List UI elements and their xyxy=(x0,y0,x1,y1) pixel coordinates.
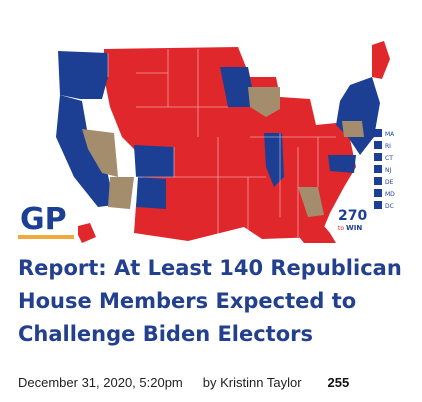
small-state-de: DE xyxy=(385,179,394,186)
map-region-blue xyxy=(220,67,256,107)
article-headline: Report: At Least 140 Republican House Me… xyxy=(18,252,410,351)
badge-suffix: to xyxy=(338,225,344,232)
author-prefix: by xyxy=(202,374,221,390)
article-thumbnail[interactable]: MA RI CT NJ DE MD DC 270 to WIN xyxy=(18,37,402,243)
publish-date: December 31, 2020, 5:20pm xyxy=(18,374,183,390)
map-region-tan xyxy=(248,87,280,117)
map-region-red xyxy=(372,41,390,79)
map-region-blue xyxy=(136,177,166,209)
map-region-red xyxy=(288,219,336,243)
map-region-tan xyxy=(298,187,324,217)
map-region-blue xyxy=(56,95,114,207)
small-state-ct: CT xyxy=(385,155,393,162)
map-region-red xyxy=(104,47,356,241)
map-region-tan xyxy=(342,121,364,137)
badge-word: WIN xyxy=(346,224,362,232)
electoral-map-image: MA RI CT NJ DE MD DC 270 to WIN xyxy=(18,41,395,243)
small-state-nj: NJ xyxy=(385,167,391,174)
state-borders xyxy=(107,49,336,237)
article-meta: December 31, 2020, 5:20pm by Kristinn Ta… xyxy=(18,373,349,391)
map-region-blue xyxy=(264,133,284,187)
map-region-tan xyxy=(108,177,134,209)
logo-text: GP xyxy=(20,202,67,237)
gp-logo: GP xyxy=(18,197,78,243)
map-region-tan xyxy=(82,129,118,177)
map-region-blue xyxy=(328,155,356,173)
270towin-badge: 270 to WIN xyxy=(338,208,367,232)
map-region-blue xyxy=(134,145,174,177)
comment-count[interactable]: 255 xyxy=(327,374,350,390)
small-states-legend: MA RI CT NJ DE MD DC xyxy=(374,129,395,210)
map-region-red xyxy=(74,223,96,243)
headline-link[interactable]: Report: At Least 140 Republican House Me… xyxy=(18,256,402,346)
author-link[interactable]: Kristinn Taylor xyxy=(220,374,302,390)
small-state-ma: MA xyxy=(385,131,395,138)
author-byline: by Kristinn Taylor xyxy=(203,375,302,390)
map-region-blue xyxy=(58,51,108,99)
small-state-md: MD xyxy=(385,191,395,198)
small-state-dc: DC xyxy=(385,203,394,210)
small-state-ri: RI xyxy=(385,143,391,150)
badge-number: 270 xyxy=(338,208,367,224)
logo-underline xyxy=(18,235,74,239)
